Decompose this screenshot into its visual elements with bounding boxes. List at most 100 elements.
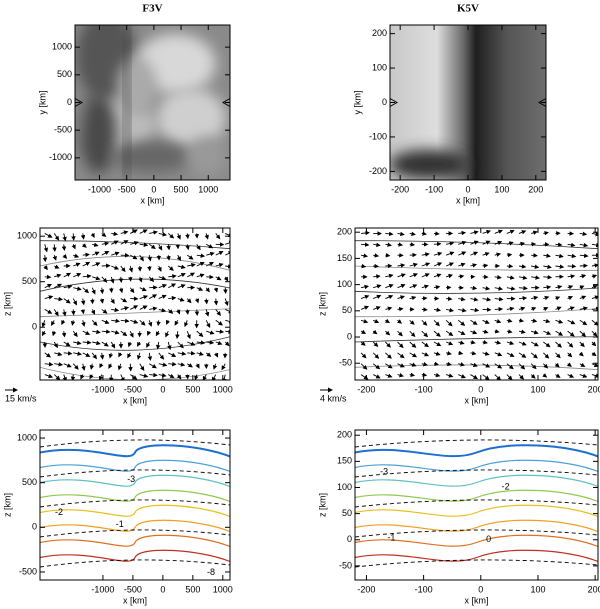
- velocity-arrow: [360, 341, 366, 346]
- velocity-arrow: [530, 363, 537, 370]
- velocity-arrow: [167, 309, 174, 314]
- velocity-arrow: [555, 319, 564, 324]
- velocity-arrow: [409, 273, 418, 278]
- x-tick-label: 0: [478, 384, 483, 394]
- velocity-arrow: [543, 352, 550, 359]
- velocity-arrow: [494, 340, 502, 345]
- x-tick-label: 0: [151, 184, 156, 194]
- velocity-arrow: [92, 329, 101, 335]
- velocity-arrow: [543, 363, 549, 369]
- velocity-arrow: [360, 319, 369, 324]
- velocity-arrow: [409, 362, 417, 367]
- contour-line: [355, 474, 598, 488]
- panel: -200 -100 0 100 200 -200 -100 0 100 200 K5V x [km] y…: [352, 3, 547, 205]
- velocity-arrow: [82, 340, 92, 345]
- velocity-arrow: [101, 341, 109, 347]
- velocity-arrow: [433, 231, 440, 236]
- velocity-arrow: [543, 306, 549, 312]
- velocity-arrow: [130, 305, 139, 310]
- x-axis-label: x [km]: [123, 395, 147, 405]
- velocity-arrow: [196, 330, 204, 337]
- velocity-arrow: [99, 298, 105, 304]
- velocity-arrow: [138, 276, 143, 283]
- x-tick-label: 200: [588, 384, 600, 394]
- contour-dashed: [355, 529, 598, 538]
- x-tick-label: 500: [185, 584, 200, 594]
- velocity-arrow: [543, 318, 551, 324]
- velocity-arrow: [62, 254, 68, 259]
- velocity-arrow: [458, 362, 466, 367]
- velocity-arrow: [433, 372, 441, 378]
- velocity-arrow: [530, 341, 539, 347]
- velocity-arrow: [204, 233, 209, 240]
- velocity-arrow: [373, 294, 382, 299]
- contour-line: [355, 265, 598, 271]
- velocity-arrow: [44, 283, 52, 289]
- velocity-arrow: [206, 340, 215, 345]
- velocity-arrow: [175, 331, 180, 339]
- velocity-arrow: [158, 307, 167, 313]
- x-tick-label: 1000: [198, 184, 218, 194]
- velocity-arrow: [518, 352, 527, 358]
- velocity-arrow: [360, 294, 370, 300]
- velocity-arrow: [155, 330, 161, 337]
- velocity-arrow: [80, 233, 86, 240]
- velocity-arrow: [176, 254, 181, 262]
- contour-line: [355, 444, 598, 458]
- velocity-arrow: [531, 318, 538, 323]
- velocity-arrow: [579, 285, 585, 290]
- velocity-arrow: [555, 352, 561, 359]
- plot-area: [40, 439, 230, 568]
- velocity-arrow: [506, 340, 515, 346]
- velocity-arrow: [42, 255, 48, 263]
- velocity-arrow: [482, 263, 489, 269]
- velocity-arrow: [397, 330, 403, 337]
- velocity-arrow: [591, 274, 598, 279]
- velocity-arrow: [168, 283, 177, 289]
- velocity-arrow: [101, 319, 110, 324]
- velocity-arrow: [110, 276, 115, 284]
- velocity-arrow: [206, 330, 215, 335]
- x-axis-label: x [km]: [456, 195, 480, 205]
- velocity-arrow: [90, 233, 95, 239]
- contour-dashed: [355, 499, 598, 508]
- velocity-arrow: [82, 352, 91, 357]
- velocity-arrow: [222, 374, 227, 380]
- y-tick-label: 1000: [52, 42, 72, 52]
- velocity-arrow: [196, 262, 205, 267]
- velocity-arrow: [194, 374, 199, 380]
- contour-label: -1: [387, 532, 395, 542]
- y-tick-label: 0: [32, 522, 37, 532]
- velocity-arrow: [470, 307, 480, 313]
- velocity-arrow: [421, 262, 431, 267]
- velocity-arrow: [44, 352, 51, 358]
- velocity-arrow: [130, 254, 138, 260]
- velocity-arrow: [372, 341, 379, 347]
- velocity-arrow: [177, 362, 186, 367]
- contour-line: [40, 489, 230, 503]
- velocity-arrow: [205, 287, 210, 293]
- velocity-arrow: [215, 309, 221, 316]
- velocity-arrow: [129, 330, 134, 338]
- velocity-arrow: [101, 232, 107, 237]
- plot-area: [40, 229, 230, 380]
- y-tick-label: 100: [337, 482, 352, 492]
- velocity-arrow: [433, 241, 442, 247]
- velocity-arrow: [225, 240, 230, 246]
- velocity-arrow: [187, 341, 196, 346]
- y-tick-label: 200: [337, 430, 352, 440]
- velocity-arrow: [120, 240, 129, 245]
- velocity-arrow: [81, 320, 86, 327]
- velocity-arrow: [518, 275, 528, 280]
- velocity-arrow: [458, 307, 467, 313]
- panel: -200 -100 0 100 200 -50 0 50 100 150 200 x [km] z [k…: [317, 227, 600, 406]
- velocity-arrow: [130, 319, 139, 324]
- velocity-arrow: [591, 351, 597, 357]
- velocity-arrow: [554, 362, 560, 368]
- y-axis-label: z [km]: [317, 493, 327, 517]
- frame: [354, 227, 599, 381]
- x-tick-label: 0: [465, 184, 470, 194]
- velocity-arrow: [409, 319, 415, 325]
- panel: -1000 -500 0 500 1000 -1000 -500 0 500 1000 F3V x […: [37, 3, 231, 205]
